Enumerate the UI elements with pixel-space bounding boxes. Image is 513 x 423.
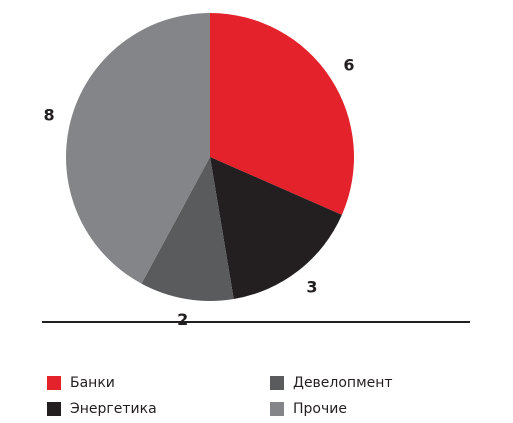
pie-slice (210, 157, 342, 300)
data-label: 6 (343, 56, 354, 75)
pie-slice (141, 157, 234, 302)
legend-swatch (47, 376, 61, 390)
data-label: 2 (177, 310, 188, 329)
legend-swatch (47, 402, 61, 416)
legend-swatch (270, 402, 284, 416)
data-label: 3 (306, 277, 317, 296)
pie-slice (210, 13, 355, 215)
legend-swatch (270, 376, 284, 390)
legend-label: Девелопмент (293, 375, 393, 391)
legend-label: Прочие (293, 401, 347, 417)
pie-slice (66, 13, 210, 284)
legend-label: Банки (70, 375, 115, 391)
legend-label: Энергетика (70, 401, 157, 417)
data-label: 8 (44, 106, 55, 125)
